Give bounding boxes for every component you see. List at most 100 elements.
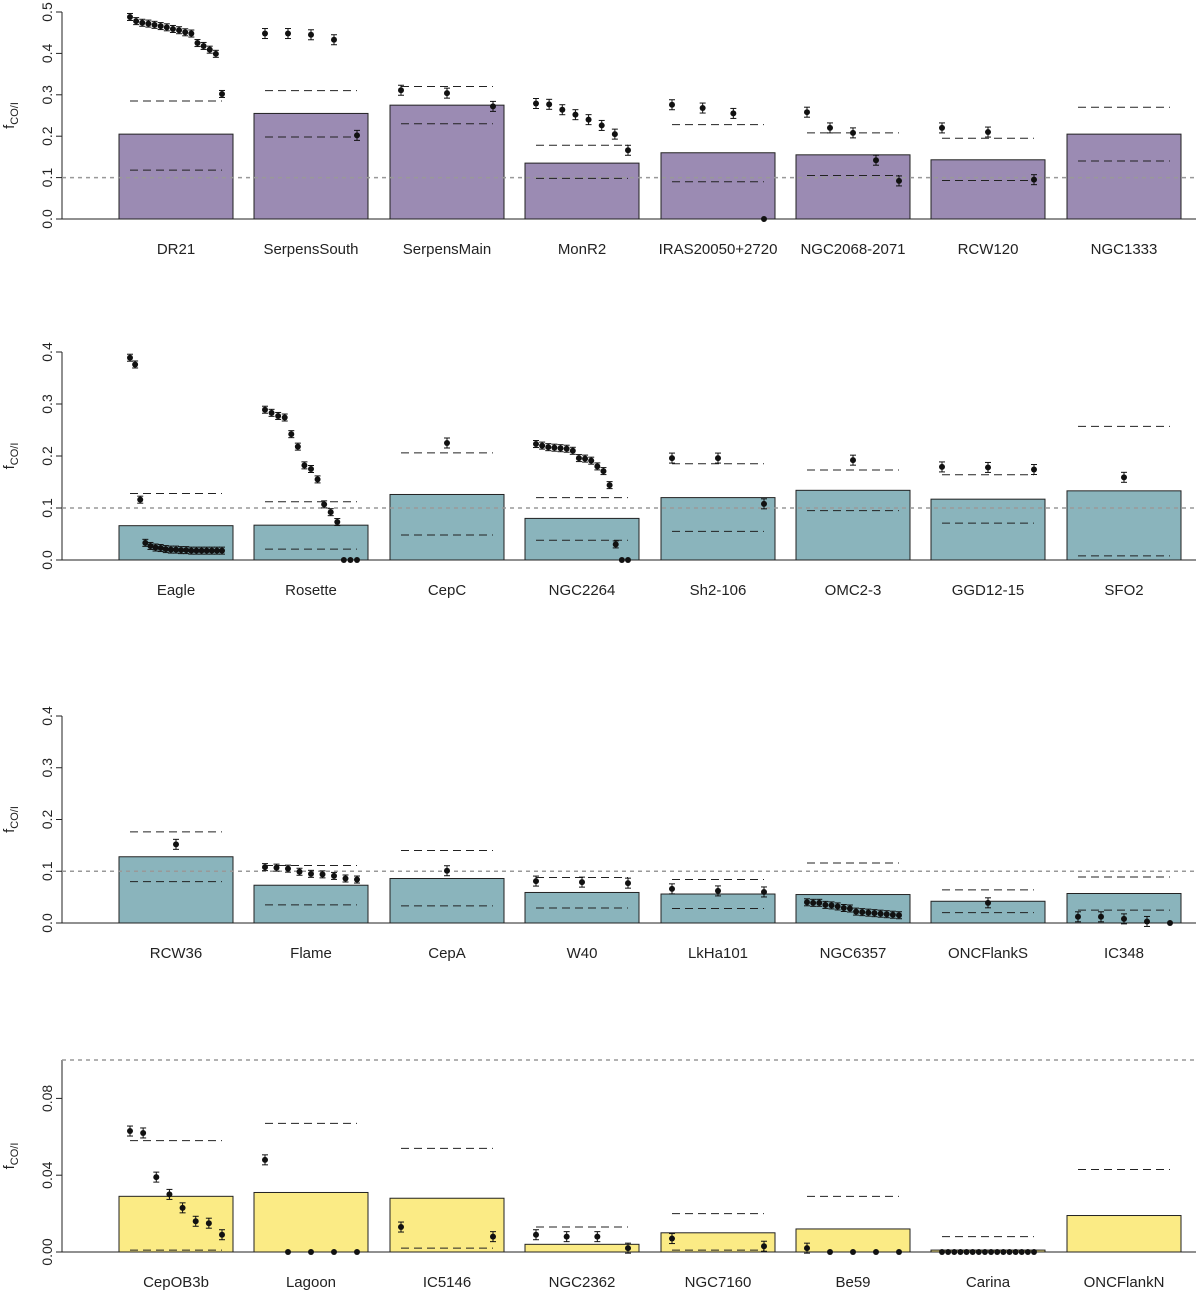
data-point-DR21 [163,24,170,31]
data-point-Eagle [193,547,200,554]
data-point-IC348 [1167,920,1173,926]
data-point-Carina [975,1249,982,1255]
data-point-Be59 [896,1249,902,1255]
data-point-NGC2362 [533,1231,539,1238]
data-point-DR21 [139,19,146,26]
data-point-GGD12-15 [985,464,991,471]
data-point-NGC2264 [582,455,589,462]
data-point-Flame [262,864,268,871]
data-point-Carina [945,1249,952,1255]
data-point-LkHa101 [715,887,721,894]
data-point-SerpensMain [398,87,404,94]
bar-OMC2-3 [795,489,911,561]
data-point-Flame [354,876,360,883]
bar-Sh2-106 [660,497,776,561]
bar-Rosette [253,524,369,561]
data-point-Flame [331,872,337,879]
y-tick-label: 0.0 [39,550,55,570]
data-point-IRAS20050+2720 [730,110,737,117]
category-label: NGC1333 [1091,241,1158,258]
data-point-IC348 [1075,913,1081,920]
data-point-NGC2362 [563,1233,570,1240]
data-point-NGC6357 [816,899,823,906]
data-point-NGC2264 [606,482,613,489]
data-point-Eagle [142,539,149,546]
data-point-Lagoon [331,1249,337,1255]
y-axis-label-main: f [1,464,18,469]
data-point-DR21 [182,29,189,36]
data-point-DR21 [145,20,152,27]
data-point-NGC2362 [625,1245,631,1252]
bar-SerpensSouth [253,112,369,220]
data-point-Carina [963,1249,970,1255]
y-tick-label: 0.0 [39,913,55,933]
category-label: NGC2362 [549,1274,616,1291]
bar-GGD12-15 [930,498,1046,561]
y-axis-label: fCO/I [1,102,21,129]
data-point-OMC2-3 [850,457,856,464]
data-point-CepOB3b [179,1204,186,1211]
data-point-DR21 [194,40,201,47]
y-axis-label-sub: CO/I [9,443,21,466]
category-label: ONCFlankN [1084,1274,1165,1291]
y-tick-label: 0.00 [39,1238,55,1265]
y-tick-label: 0.4 [39,342,55,362]
data-point-Carina [1018,1249,1025,1255]
data-point-MonR2 [598,122,605,129]
data-point-Eagle [127,354,133,361]
category-label: IC5146 [423,1274,471,1291]
data-point-DR21 [188,30,195,37]
data-point-NGC2264 [575,455,582,462]
y-axis-label: fCO/I [1,443,21,470]
data-point-Eagle [167,546,174,553]
data-point-Rosette [308,466,314,472]
data-point-Carina [951,1249,958,1255]
data-point-Eagle [173,546,179,553]
data-point-Eagle [178,547,185,554]
y-axis-label-main: f [1,828,18,833]
data-point-IC348 [1098,913,1104,920]
y-axis-label-main: f [1,124,18,129]
data-point-Carina [957,1249,964,1255]
data-point-MonR2 [572,111,579,118]
bar-IC5146 [389,1197,505,1253]
data-point-Flame [342,875,349,882]
data-point-NGC6357 [834,903,841,910]
data-point-Carina [988,1249,995,1255]
bar-NGC6357 [795,894,911,924]
panel-2: 0.0 0.1 0.2 0.3 0.4 fCO/I Eagle Rosette CepC NGC2… [1,342,1196,599]
data-point-RCW120 [1031,176,1037,183]
y-tick-label: 0.4 [39,43,55,63]
data-point-NGC6357 [865,909,872,916]
data-point-Eagle [183,547,190,554]
bar-NGC1333 [1066,133,1182,220]
category-label: MonR2 [558,241,606,258]
data-point-GGD12-15 [939,463,945,470]
category-label: Sh2-106 [690,582,747,599]
category-label: Carina [966,1274,1011,1291]
bar-IC348 [1066,893,1182,924]
category-label: SerpensMain [403,241,491,258]
bar-CepOB3b [118,1195,234,1253]
category-label: IC348 [1104,945,1144,962]
data-point-Eagle [208,547,215,554]
data-point-NGC6357 [883,911,890,918]
data-point-NGC2264 [625,557,631,563]
data-point-NGC2068-2071 [850,129,856,136]
y-tick-label: 0.2 [39,446,55,466]
y-axis-label-main: f [1,1164,18,1169]
data-point-IC5146 [398,1224,404,1231]
data-point-Carina [1024,1249,1031,1255]
data-point-CepOB3b [205,1220,212,1227]
data-point-LkHa101 [669,885,675,892]
data-point-Rosette [314,476,321,483]
data-point-W40 [533,878,539,885]
y-tick-label: 0.08 [39,1085,55,1112]
data-point-MonR2 [533,100,539,107]
bar-CepC [389,493,505,561]
bar-NGC2068-2071 [795,154,911,220]
data-point-Rosette [275,412,282,419]
bar-NGC2362 [524,1243,640,1253]
data-point-DR21 [219,90,225,97]
category-label: IRAS20050+2720 [659,241,778,258]
